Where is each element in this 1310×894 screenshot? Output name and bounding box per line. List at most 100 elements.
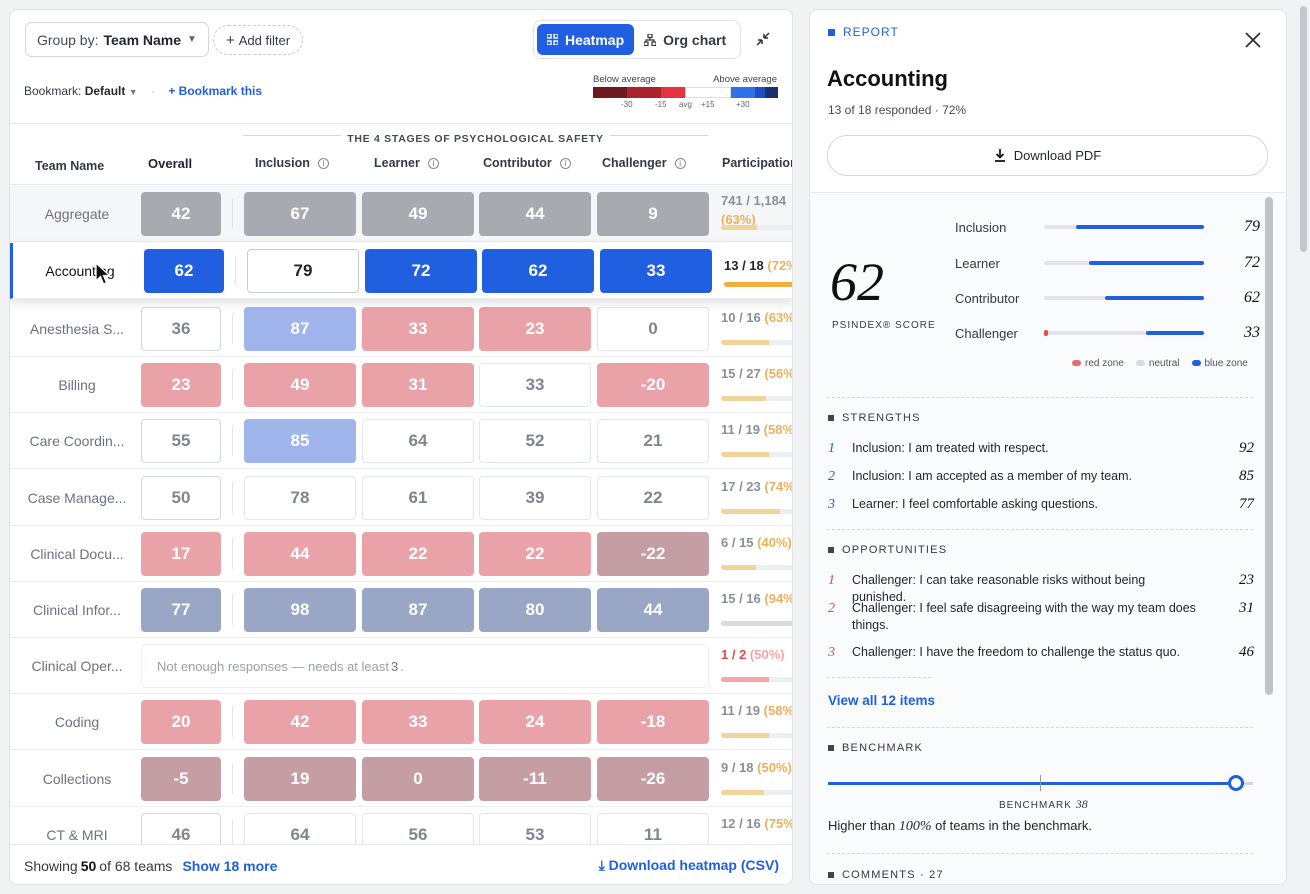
- scrollbar-thumb[interactable]: [1300, 6, 1307, 252]
- page-scrollbar[interactable]: [1298, 0, 1310, 894]
- stage-fill: [1076, 225, 1204, 229]
- show-more-button[interactable]: Show 18 more: [182, 857, 278, 874]
- participation-count: 17 / 23: [721, 479, 761, 494]
- plus-icon: +: [226, 31, 235, 49]
- stage-value: 62: [1244, 289, 1260, 306]
- score-cell-challenger[interactable]: 9: [597, 192, 709, 236]
- score-cell-learner[interactable]: 33: [362, 307, 474, 351]
- score-cell-challenger[interactable]: -22: [597, 532, 709, 576]
- table-row[interactable]: Collections -5 19 0 -11 -26 9 / 18 (50%): [10, 751, 792, 807]
- score-cell-overall[interactable]: 36: [141, 307, 221, 351]
- score-cell-overall[interactable]: 50: [141, 476, 221, 520]
- column-header-overall[interactable]: Overall: [148, 156, 193, 171]
- column-header-challenger[interactable]: Challenger i: [602, 156, 686, 170]
- score-cell-contributor[interactable]: 80: [479, 588, 591, 632]
- not-enough-threshold: 3: [390, 658, 399, 674]
- download-pdf-button[interactable]: Download PDF: [827, 135, 1268, 176]
- score-cell-inclusion[interactable]: 78: [244, 476, 356, 520]
- score-cell-overall[interactable]: 23: [141, 363, 221, 407]
- mouse-cursor-icon: [95, 262, 111, 285]
- score-cell-inclusion[interactable]: 19: [244, 757, 356, 801]
- info-icon[interactable]: i: [317, 158, 329, 169]
- score-cell-challenger[interactable]: -20: [597, 363, 709, 407]
- score-cell-inclusion[interactable]: 98: [244, 588, 356, 632]
- column-header-inclusion[interactable]: Inclusion i: [255, 156, 329, 170]
- score-cell-contributor[interactable]: 24: [479, 700, 591, 744]
- column-header-learner[interactable]: Learner i: [374, 156, 439, 170]
- orgchart-view-button[interactable]: Org chart: [634, 24, 736, 55]
- score-cell-challenger[interactable]: 0: [597, 307, 709, 351]
- score-cell-learner[interactable]: 0: [362, 757, 474, 801]
- score-cell-contributor[interactable]: -11: [479, 757, 591, 801]
- column-divider: [232, 199, 233, 229]
- column-header-participation[interactable]: Participation: [722, 156, 793, 170]
- bookmark-this-link[interactable]: + Bookmark this: [168, 84, 263, 98]
- score-cell-contributor[interactable]: 22: [479, 532, 591, 576]
- score-cell-challenger[interactable]: -26: [597, 757, 709, 801]
- add-filter-button[interactable]: + Add filter: [213, 25, 304, 55]
- score-cell-contributor[interactable]: 23: [479, 307, 591, 351]
- group-by-dropdown[interactable]: Group by: Team Name ▼: [25, 22, 209, 57]
- score-cell-contributor[interactable]: 52: [479, 419, 591, 463]
- score-cell-learner[interactable]: 87: [362, 588, 474, 632]
- table-row[interactable]: Aggregate 42 67 49 44 9 741 / 1,184 (63%): [10, 186, 792, 242]
- score-cell-contributor[interactable]: 62: [482, 249, 594, 293]
- score-cell-overall[interactable]: 17: [141, 532, 221, 576]
- bookmark-select[interactable]: Default: [84, 84, 126, 98]
- table-row[interactable]: Clinical Oper... Not enough responses — n…: [10, 638, 792, 694]
- score-cell-overall[interactable]: 42: [141, 192, 221, 236]
- panel-scrollbar[interactable]: [1265, 197, 1273, 695]
- heatmap-view-button[interactable]: Heatmap: [537, 24, 635, 55]
- score-cell-inclusion[interactable]: 87: [244, 307, 356, 351]
- close-icon[interactable]: [1244, 31, 1262, 54]
- score-cell-challenger[interactable]: 22: [597, 476, 709, 520]
- score-cell-inclusion[interactable]: 44: [244, 532, 356, 576]
- column-header-contributor[interactable]: Contributor i: [483, 156, 571, 170]
- score-cell-learner[interactable]: 61: [362, 476, 474, 520]
- score-cell-challenger[interactable]: 44: [597, 588, 709, 632]
- score-cell-challenger[interactable]: 33: [600, 249, 712, 293]
- info-icon[interactable]: i: [559, 158, 571, 169]
- download-csv-button[interactable]: ⤓ Download heatmap (CSV): [599, 857, 779, 874]
- table-row[interactable]: Clinical Docu... 17 44 22 22 -22 6 / 15 (40%): [10, 526, 792, 582]
- team-name: CT & MRI: [46, 826, 108, 843]
- score-cell-challenger[interactable]: 21: [597, 419, 709, 463]
- heatmap-panel: Group by: Team Name ▼ + Add filter Heatm…: [9, 9, 793, 885]
- score-cell-overall[interactable]: 77: [141, 588, 221, 632]
- score-cell-challenger[interactable]: -18: [597, 700, 709, 744]
- score-cell-contributor[interactable]: 44: [479, 192, 591, 236]
- score-cell-inclusion[interactable]: 42: [244, 700, 356, 744]
- report-title: Accounting: [827, 66, 948, 91]
- collapse-icon[interactable]: [756, 32, 770, 51]
- score-cell-learner[interactable]: 22: [362, 532, 474, 576]
- score-cell-overall[interactable]: 62: [144, 249, 224, 293]
- score-cell-inclusion[interactable]: 67: [244, 192, 356, 236]
- score-cell-learner[interactable]: 64: [362, 419, 474, 463]
- score-cell-overall[interactable]: 20: [141, 700, 221, 744]
- view-all-items-link[interactable]: View all 12 items: [828, 693, 936, 708]
- participation-percent: (72%): [767, 258, 792, 273]
- info-icon[interactable]: i: [427, 158, 439, 169]
- score-cell-overall[interactable]: -5: [141, 757, 221, 801]
- score-cell-learner[interactable]: 33: [362, 700, 474, 744]
- score-cell-inclusion[interactable]: 79: [247, 249, 359, 293]
- info-icon[interactable]: i: [674, 158, 686, 169]
- score-cell-contributor[interactable]: 33: [479, 363, 591, 407]
- participation-percent: (50%): [749, 647, 785, 662]
- score-cell-contributor[interactable]: 39: [479, 476, 591, 520]
- score-cell-learner[interactable]: 72: [365, 249, 477, 293]
- score-cell-learner[interactable]: 31: [362, 363, 474, 407]
- score-cell-learner[interactable]: 49: [362, 192, 474, 236]
- column-header-team[interactable]: Team Name: [35, 159, 105, 173]
- score-cell-inclusion[interactable]: 85: [244, 419, 356, 463]
- team-name: Accounting: [45, 262, 115, 279]
- score-cell-inclusion[interactable]: 49: [244, 363, 356, 407]
- score-cell-overall[interactable]: 55: [141, 419, 221, 463]
